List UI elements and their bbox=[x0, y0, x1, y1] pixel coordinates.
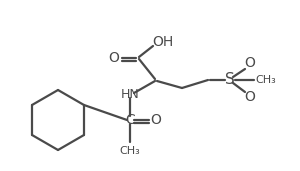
Text: CH₃: CH₃ bbox=[120, 146, 140, 156]
Text: O: O bbox=[109, 51, 119, 65]
Text: S: S bbox=[225, 73, 235, 88]
Text: HN: HN bbox=[121, 88, 140, 101]
Text: O: O bbox=[244, 56, 255, 70]
Text: O: O bbox=[151, 113, 161, 127]
Text: CH₃: CH₃ bbox=[256, 75, 276, 85]
Text: OH: OH bbox=[152, 35, 174, 49]
Text: O: O bbox=[244, 90, 255, 104]
Text: C: C bbox=[125, 113, 135, 127]
